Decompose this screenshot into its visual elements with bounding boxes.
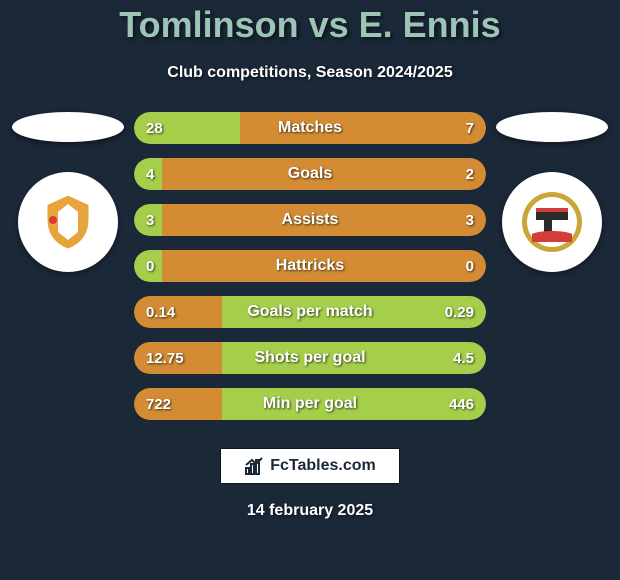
doncaster-badge — [502, 172, 602, 272]
season-subtitle: Club competitions, Season 2024/2025 — [167, 64, 452, 82]
source-logo-text: FcTables.com — [270, 457, 376, 475]
chart-icon — [244, 456, 264, 476]
source-logo[interactable]: FcTables.com — [220, 448, 400, 484]
comparison-container: Tomlinson vs E. Ennis Club competitions,… — [0, 0, 620, 580]
stat-row: 33Assists — [134, 204, 486, 236]
stat-row: 12.754.5Shots per goal — [134, 342, 486, 374]
stat-label: Shots per goal — [134, 342, 486, 374]
shield-icon — [36, 190, 100, 254]
right-player-column — [492, 112, 612, 272]
player-left-avatar — [12, 112, 124, 142]
player-right-avatar — [496, 112, 608, 142]
stat-label: Matches — [134, 112, 486, 144]
stat-row: 722446Min per goal — [134, 388, 486, 420]
comparison-body: 287Matches 42Goals 33Assists 00Hattricks 0.1… — [0, 112, 620, 420]
mk-dons-badge — [18, 172, 118, 272]
left-player-column — [8, 112, 128, 272]
footer-date: 14 february 2025 — [247, 502, 373, 520]
stat-row: 0.140.29Goals per match — [134, 296, 486, 328]
stat-label: Goals per match — [134, 296, 486, 328]
page-title: Tomlinson vs E. Ennis — [119, 4, 500, 46]
crest-icon — [520, 190, 584, 254]
stat-label: Hattricks — [134, 250, 486, 282]
stat-label: Min per goal — [134, 388, 486, 420]
stats-panel: 287Matches 42Goals 33Assists 00Hattricks 0.1… — [128, 112, 492, 420]
stat-row: 42Goals — [134, 158, 486, 190]
stat-row: 287Matches — [134, 112, 486, 144]
stat-label: Assists — [134, 204, 486, 236]
stat-row: 00Hattricks — [134, 250, 486, 282]
stat-label: Goals — [134, 158, 486, 190]
